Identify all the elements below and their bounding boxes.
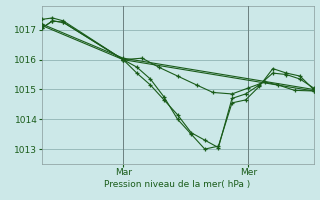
X-axis label: Pression niveau de la mer( hPa ): Pression niveau de la mer( hPa ) <box>104 180 251 189</box>
